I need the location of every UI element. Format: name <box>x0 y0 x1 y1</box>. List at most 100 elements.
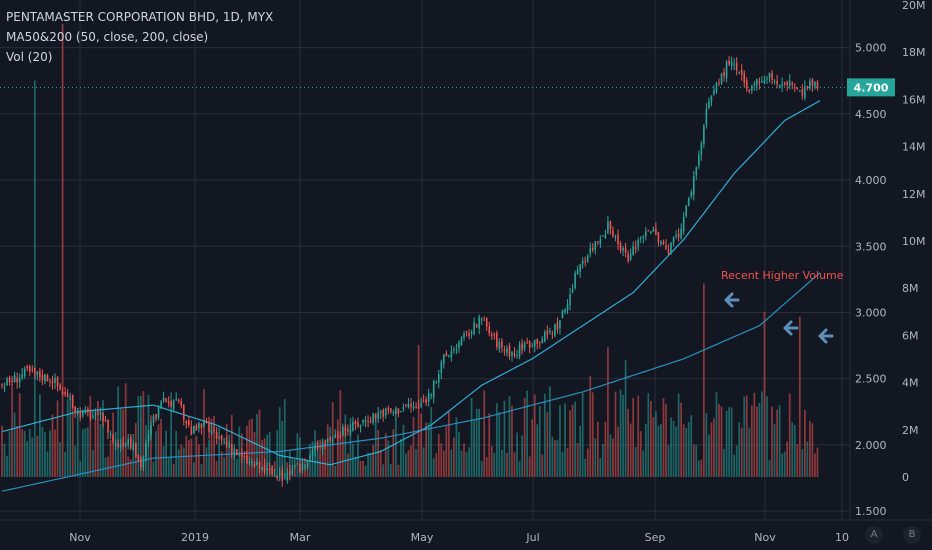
volume-bar <box>165 430 167 477</box>
candle-body <box>155 414 157 419</box>
volume-bar <box>574 401 576 477</box>
candle-body <box>208 422 210 433</box>
volume-bar <box>112 412 114 477</box>
volume-bar <box>556 439 559 477</box>
volume-bar <box>160 419 162 477</box>
volume-tick-label: 0 <box>902 471 909 484</box>
volume-bar <box>124 383 127 477</box>
volume-bar <box>523 397 526 477</box>
candle-body <box>463 333 465 338</box>
candle-body <box>814 81 816 88</box>
volume-bar <box>162 446 165 477</box>
volume-bar <box>475 409 478 477</box>
candle-body <box>493 334 496 336</box>
volume-bar <box>26 441 29 477</box>
volume-bar <box>440 443 443 477</box>
candle-body <box>132 443 135 450</box>
candle-body <box>677 233 680 238</box>
price-tick-label: 2.000 <box>855 439 887 452</box>
candle-body <box>685 205 687 216</box>
price-tick-label: 2.500 <box>855 373 887 386</box>
volume-bar <box>155 431 157 477</box>
last-price-badge <box>847 78 895 97</box>
candle-body <box>735 62 738 71</box>
candle-body <box>415 406 417 408</box>
candle-body <box>488 327 491 334</box>
volume-bar <box>107 456 109 477</box>
candle-body <box>518 344 521 357</box>
ma-indicator-label[interactable]: MA50&200 (50, close, 200, close) <box>6 30 209 44</box>
volume-bar <box>700 459 703 477</box>
candle-body <box>107 420 109 433</box>
candle-body <box>531 346 533 348</box>
candle-body <box>637 239 640 247</box>
volume-indicator-label[interactable]: Vol (20) <box>6 50 53 64</box>
candle-body <box>751 85 753 91</box>
candle-body <box>508 345 511 357</box>
volume-bar <box>104 457 107 477</box>
volume-bar <box>92 450 94 477</box>
volume-bar <box>488 413 491 477</box>
candle-body <box>723 71 725 76</box>
candle-body <box>89 411 92 419</box>
volume-bar <box>266 434 268 477</box>
candle-body <box>544 332 546 341</box>
volume-bar <box>667 444 670 477</box>
time-axis: Nov 2019 Mar May Jul Sep Nov 10 <box>69 531 849 544</box>
candle-body <box>695 167 698 176</box>
candle-body <box>655 228 657 235</box>
candle-body <box>384 408 387 416</box>
volume-bar <box>685 428 688 477</box>
candle-body <box>390 408 392 412</box>
volume-tick-label: 6M <box>902 329 919 342</box>
volume-bar <box>410 445 412 477</box>
auto-scale-button[interactable]: A <box>865 526 883 544</box>
candle-body <box>21 374 23 378</box>
time-tick-label: Mar <box>290 531 311 544</box>
volume-bar <box>21 429 24 477</box>
arrow-icon <box>724 292 740 308</box>
candle-body <box>316 446 319 449</box>
candle-body <box>786 81 788 86</box>
volume-bar <box>435 453 438 477</box>
candle-body <box>402 407 405 409</box>
candle-body <box>612 230 614 237</box>
volume-tick-label: 12M <box>902 188 926 201</box>
candle-body <box>175 398 178 400</box>
volume-bar <box>336 419 339 477</box>
log-scale-button[interactable]: B <box>903 526 921 544</box>
candle-body <box>3 387 6 389</box>
candle-body <box>680 228 682 238</box>
candle-body <box>188 420 190 426</box>
volume-bar <box>238 426 241 477</box>
candle-body <box>233 450 236 455</box>
candle-body <box>41 375 44 381</box>
candle-body <box>811 79 814 86</box>
chart-legend: PENTAMASTER CORPORATION BHD, 1D, MYX MA5… <box>6 7 273 67</box>
candle-body <box>450 351 453 358</box>
candle-body <box>369 421 372 423</box>
volume-bar <box>299 437 301 477</box>
volume-bar <box>566 448 569 477</box>
candle-body <box>314 446 316 451</box>
candle-body <box>185 420 188 424</box>
candle-body <box>46 374 49 382</box>
candle-body <box>294 464 296 466</box>
volume-bar <box>516 432 518 477</box>
volume-bar <box>619 389 622 477</box>
volume-tick-label: 2M <box>902 424 919 437</box>
volume-bar <box>490 445 493 477</box>
volume-bar <box>634 447 637 477</box>
candle-body <box>99 412 102 415</box>
candle-body <box>541 339 544 344</box>
price-tick-label: 5.000 <box>855 42 887 55</box>
candle-body <box>92 416 94 418</box>
candle-body <box>152 416 155 423</box>
volume-axis: 20M 18M 16M 14M 12M 10M 8M 6M 4M 2M 0 <box>902 0 926 484</box>
volume-bar <box>783 451 786 477</box>
volume-bar <box>798 316 801 477</box>
candle-body <box>473 322 475 334</box>
volume-bar <box>326 424 329 477</box>
volume-bar <box>809 421 811 477</box>
